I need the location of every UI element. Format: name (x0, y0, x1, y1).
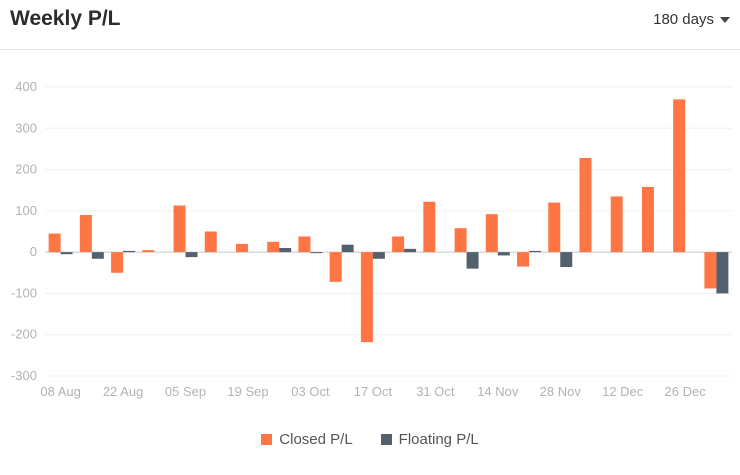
x-tick-label: 05 Sep (165, 384, 206, 399)
legend-item-floating[interactable]: Floating P/L (380, 431, 479, 448)
x-tick-label: 03 Oct (291, 384, 330, 399)
bar-closed-pl[interactable] (548, 202, 561, 253)
bar-floating-pl[interactable] (497, 252, 510, 256)
legend-label-closed: Closed P/L (279, 431, 353, 448)
x-tick-label: 12 Dec (602, 384, 644, 399)
bar-closed-pl[interactable] (298, 236, 311, 253)
bar-closed-pl[interactable] (610, 196, 623, 253)
bar-closed-pl[interactable] (517, 252, 530, 267)
range-dropdown[interactable]: 180 days (653, 11, 730, 28)
bar-closed-pl[interactable] (48, 233, 61, 253)
bar-floating-pl[interactable] (60, 252, 73, 255)
y-tick-label: -300 (11, 368, 37, 383)
bar-floating-pl[interactable] (185, 252, 198, 258)
bar-floating-pl[interactable] (560, 252, 573, 268)
chart-legend: Closed P/L Floating P/L (0, 431, 740, 448)
bar-closed-pl[interactable] (423, 201, 436, 253)
bar-floating-pl[interactable] (341, 244, 354, 253)
bar-closed-pl[interactable] (392, 236, 405, 253)
y-tick-label: 300 (15, 120, 37, 135)
y-tick-label: -100 (11, 285, 37, 300)
bar-closed-pl[interactable] (485, 214, 498, 253)
bar-closed-pl[interactable] (579, 158, 592, 253)
bar-floating-pl[interactable] (529, 250, 542, 253)
x-tick-label: 14 Nov (477, 384, 519, 399)
bar-floating-pl[interactable] (279, 248, 292, 253)
bar-floating-pl[interactable] (372, 252, 385, 259)
x-tick-label: 26 Dec (665, 384, 707, 399)
caret-down-icon (720, 16, 730, 23)
bar-closed-pl[interactable] (79, 214, 92, 253)
x-tick-label: 28 Nov (540, 384, 582, 399)
bar-closed-pl[interactable] (641, 186, 654, 253)
bar-closed-pl[interactable] (111, 252, 124, 273)
y-tick-label: -200 (11, 327, 37, 342)
bar-closed-pl[interactable] (204, 231, 217, 253)
bar-closed-pl[interactable] (704, 252, 717, 289)
x-tick-label: 19 Sep (227, 384, 268, 399)
x-tick-label: 08 Aug (40, 384, 81, 399)
bar-floating-pl[interactable] (716, 252, 729, 294)
bar-closed-pl[interactable] (454, 228, 467, 253)
y-tick-label: 200 (15, 162, 37, 177)
bar-floating-pl[interactable] (404, 248, 417, 253)
legend-swatch-closed (261, 434, 273, 445)
bar-floating-pl[interactable] (310, 252, 323, 254)
chart-header: Weekly P/L 180 days (0, 0, 740, 50)
chart-title: Weekly P/L (10, 7, 121, 30)
bar-floating-pl[interactable] (466, 252, 479, 269)
legend-item-closed[interactable]: Closed P/L (261, 431, 353, 448)
bar-floating-pl[interactable] (123, 250, 136, 253)
bar-floating-pl[interactable] (91, 252, 104, 259)
bar-closed-pl[interactable] (235, 243, 248, 253)
y-tick-label: 0 (30, 244, 37, 259)
bar-closed-pl[interactable] (329, 252, 342, 282)
y-tick-label: 100 (15, 203, 37, 218)
bar-closed-pl[interactable] (360, 252, 373, 343)
bar-chart: -300 -200 -100 0 100 200 300 400 08 Aug 22 Aug 05 … (11, 79, 732, 399)
bar-closed-pl[interactable] (267, 241, 280, 253)
legend-swatch-floating (380, 434, 392, 445)
x-tick-label: 31 Oct (416, 384, 455, 399)
legend-label-floating: Floating P/L (398, 431, 479, 448)
x-tick-label: 17 Oct (354, 384, 393, 399)
bar-closed-pl[interactable] (173, 205, 186, 253)
x-tick-label: 22 Aug (103, 384, 144, 399)
range-dropdown-label: 180 days (653, 11, 714, 28)
bar-closed-pl[interactable] (142, 250, 155, 253)
bar-closed-pl[interactable] (673, 99, 686, 253)
y-tick-label: 400 (15, 79, 37, 94)
